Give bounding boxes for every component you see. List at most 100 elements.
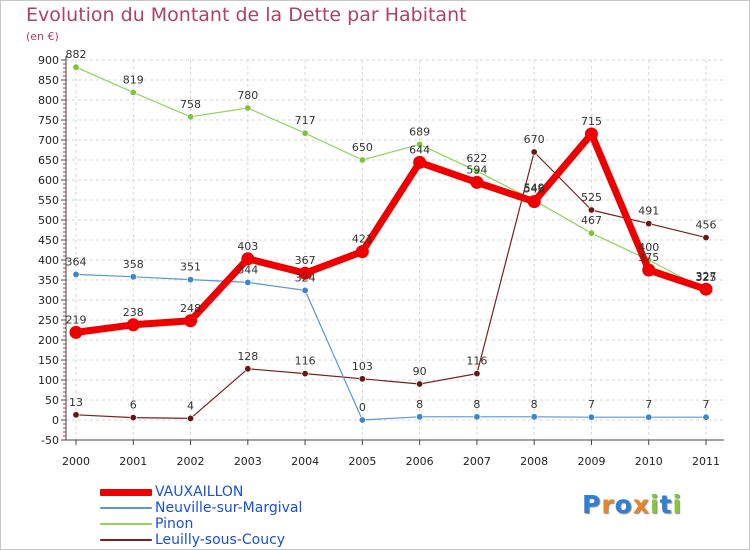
x-tick-label: 2003 [234, 455, 262, 468]
data-point-pinon [473, 167, 481, 175]
data-point-neuville-sur-margival [129, 273, 137, 281]
logo-letter: P [582, 490, 602, 519]
x-tick-label: 2005 [348, 455, 376, 468]
data-point-neuville-sur-margival [702, 413, 710, 421]
legend-label: Neuville-sur-Margival [155, 500, 303, 516]
data-point-pinon [301, 129, 309, 137]
y-tick-label: 200 [38, 334, 59, 347]
data-point-leuilly-sous-coucy [129, 414, 137, 422]
data-label-vauxaillon: 327 [696, 270, 717, 283]
y-tick-label: 900 [38, 54, 59, 67]
legend-item: Leuilly-sous-Coucy [100, 532, 302, 548]
data-point-leuilly-sous-coucy [416, 380, 424, 388]
logo-letter: i [650, 490, 660, 519]
data-label-vauxaillon: 644 [409, 143, 430, 156]
y-tick-label: 150 [38, 354, 59, 367]
chart-title: Evolution du Montant de la Dette par Hab… [26, 4, 467, 26]
data-point-vauxaillon [642, 263, 656, 277]
data-label-leuilly-sous-coucy: 116 [295, 355, 316, 368]
logo-letter: o [614, 490, 633, 519]
data-point-neuville-sur-margival [416, 413, 424, 421]
data-point-pinon [72, 63, 80, 71]
data-label-leuilly-sous-coucy: 90 [413, 365, 427, 378]
data-label-leuilly-sous-coucy: 128 [237, 350, 258, 363]
legend-label: Pinon [155, 516, 194, 532]
legend-item: VAUXAILLON [100, 484, 302, 500]
data-label-pinon: 882 [66, 48, 87, 61]
data-point-leuilly-sous-coucy [72, 411, 80, 419]
data-label-pinon: 689 [409, 125, 430, 138]
value-labels: 13 6 4 128 116 103 90 116 670 525 491 456 882 819 758 7… [66, 48, 717, 414]
x-tick-label: 2007 [463, 455, 491, 468]
data-label-neuville-sur-margival: 8 [531, 398, 538, 411]
data-label-neuville-sur-margival: 7 [588, 398, 595, 411]
x-tick-label: 2009 [577, 455, 605, 468]
data-label-pinon: 758 [180, 98, 201, 111]
data-point-pinon [244, 104, 252, 112]
y-tick-label: 450 [38, 234, 59, 247]
x-tick-label: 2002 [177, 455, 205, 468]
data-point-neuville-sur-margival [587, 413, 595, 421]
y-tick-label: 550 [38, 194, 59, 207]
legend: VAUXAILLON Neuville-sur-Margival Pinon Leui… [100, 484, 302, 548]
data-point-neuville-sur-margival [358, 416, 366, 424]
logo-letter: x [632, 490, 650, 519]
data-point-vauxaillon [298, 266, 312, 280]
y-tick-label: 50 [45, 394, 59, 407]
data-point-pinon [358, 156, 366, 164]
proxiti-logo: Proxiti [582, 490, 682, 519]
data-label-vauxaillon: 248 [180, 302, 201, 315]
axes: -50 0 50 100 150 200 250 300 350 400 450 500 550 600 6… [38, 54, 724, 468]
x-tick-label: 2011 [692, 455, 720, 468]
data-label-leuilly-sous-coucy: 670 [524, 133, 545, 146]
data-label-vauxaillon: 367 [295, 254, 316, 267]
data-label-vauxaillon: 421 [352, 233, 373, 246]
data-label-neuville-sur-margival: 364 [66, 255, 87, 268]
data-point-pinon [416, 140, 424, 148]
data-point-vauxaillon [241, 252, 255, 266]
data-label-neuville-sur-margival: 0 [359, 401, 366, 414]
legend-swatch [100, 507, 152, 509]
x-tick-label: 2004 [291, 455, 319, 468]
data-point-leuilly-sous-coucy [702, 234, 710, 242]
y-tick-label: -50 [41, 434, 59, 447]
data-label-leuilly-sous-coucy: 13 [69, 396, 83, 409]
data-point-leuilly-sous-coucy [358, 375, 366, 383]
y-tick-label: 600 [38, 174, 59, 187]
data-point-neuville-sur-margival [187, 276, 195, 284]
x-tick-label: 2008 [520, 455, 548, 468]
data-point-vauxaillon [527, 195, 541, 209]
data-point-vauxaillon [413, 155, 427, 169]
data-label-vauxaillon: 219 [66, 313, 87, 326]
data-label-vauxaillon: 238 [123, 306, 144, 319]
y-tick-label: 300 [38, 294, 59, 307]
data-label-pinon: 325 [696, 271, 717, 284]
data-point-neuville-sur-margival [72, 270, 80, 278]
logo-letter: r [601, 490, 615, 519]
y-tick-label: 750 [38, 114, 59, 127]
data-point-leuilly-sous-coucy [473, 370, 481, 378]
data-label-vauxaillon: 594 [466, 163, 487, 176]
legend-item: Neuville-sur-Margival [100, 500, 302, 516]
data-label-neuville-sur-margival: 8 [473, 398, 480, 411]
legend-swatch [100, 488, 152, 496]
data-label-neuville-sur-margival: 358 [123, 258, 144, 271]
data-label-pinon: 467 [581, 214, 602, 227]
data-label-vauxaillon: 546 [524, 183, 545, 196]
data-point-neuville-sur-margival [645, 413, 653, 421]
data-label-neuville-sur-margival: 324 [295, 271, 316, 284]
y-tick-label: 350 [38, 274, 59, 287]
y-tick-label: 100 [38, 374, 59, 387]
data-label-pinon: 717 [295, 114, 316, 127]
y-tick-label: 800 [38, 94, 59, 107]
series-layer [69, 63, 713, 424]
data-label-leuilly-sous-coucy: 116 [466, 355, 487, 368]
y-tick-label: 650 [38, 154, 59, 167]
data-point-vauxaillon [355, 245, 369, 259]
data-label-pinon: 819 [123, 73, 144, 86]
y-axis-unit: (en €) [26, 30, 59, 43]
data-point-leuilly-sous-coucy [587, 206, 595, 214]
data-point-leuilly-sous-coucy [645, 220, 653, 228]
data-point-pinon [587, 229, 595, 237]
